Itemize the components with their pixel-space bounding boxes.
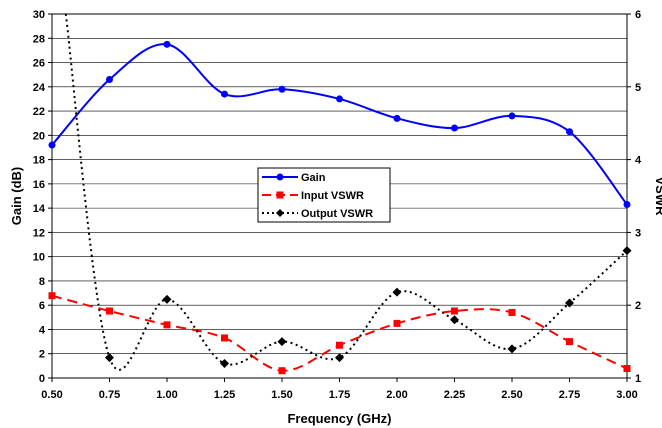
y-tick-label: 8 [39,276,45,288]
y-tick-label: 20 [33,130,45,142]
series-layer [48,13,632,375]
data-point-output-vswr [565,298,574,308]
y2-tick-label: 3 [635,227,641,239]
data-point-output-vswr [105,353,114,363]
data-point-output-vswr [277,337,287,347]
y-tick-label: 16 [33,179,45,191]
data-point-input-vswr [393,319,401,327]
x-tick-label: 1.25 [214,389,235,401]
data-point-output-vswr [507,344,517,354]
data-point-input-vswr [566,338,573,346]
y2-tick-label: 4 [635,155,642,167]
data-point-input-vswr [48,292,56,300]
x-tick-label: 3.00 [616,389,637,401]
y-tick-label: 28 [33,33,45,45]
series-line-gain [51,43,628,206]
y-tick-label: 14 [33,203,46,215]
legend-output-vswr-label: Output VSWR [301,208,373,220]
y-tick-label: 24 [33,82,46,94]
data-point-gain [336,95,343,103]
data-point-gain [163,40,171,48]
legend-output-vswr-marker [276,209,284,217]
data-point-gain [106,76,113,84]
data-point-input-vswr [163,321,171,329]
data-point-input-vswr [623,365,631,373]
gridlines [52,37,627,355]
y-tick-label: 0 [39,373,45,385]
x-tick-label: 1.50 [271,389,292,401]
data-point-output-vswr [220,358,229,368]
data-point-input-vswr [451,307,458,315]
y-tick-label: 30 [33,9,45,21]
data-point-output-vswr [622,246,632,256]
y-tick-label: 2 [39,349,45,361]
x-tick-label: 0.75 [99,389,120,401]
y-tick-label: 4 [39,324,46,336]
data-point-gain [48,141,56,149]
y-axis-title: Gain (dB) [9,167,24,226]
data-point-input-vswr [508,308,516,316]
legend-gain-label: Gain [301,172,326,184]
data-point-output-vswr [162,294,172,304]
data-point-gain [566,128,573,136]
y2-tick-label: 6 [635,9,641,21]
y-tick-label: 6 [39,300,45,312]
y-tick-label: 12 [33,227,45,239]
y2-tick-label: 2 [635,300,641,312]
data-point-gain [221,90,228,98]
data-point-input-vswr [336,341,343,349]
x-axis-title: Frequency (GHz) [287,411,391,426]
data-point-input-vswr [278,367,286,375]
legend-input-vswr-label: Input VSWR [301,190,364,202]
data-point-input-vswr [221,334,228,342]
x-tick-label: 2.25 [444,389,465,401]
y-tick-label: 22 [33,106,45,118]
data-point-gain [623,200,631,208]
x-tick-label: 2.75 [559,389,580,401]
data-point-gain [508,112,516,120]
x-tick-label: 2.00 [386,389,407,401]
data-point-output-vswr [335,353,344,363]
data-point-gain [451,124,458,132]
x-tick-label: 1.00 [156,389,177,401]
data-point-input-vswr [106,307,113,315]
y-tick-label: 10 [33,252,45,264]
y2-tick-label: 1 [635,373,641,385]
y-tick-label: 18 [33,155,45,167]
x-tick-label: 2.50 [501,389,522,401]
y-tick-label: 26 [33,58,45,70]
legend-gain-marker [276,173,284,181]
y2-tick-label: 5 [635,82,641,94]
legend: Gain Input VSWR Output VSWR [257,167,391,223]
data-point-gain [278,85,286,93]
x-tick-label: 0.50 [41,389,62,401]
y2-axis-title: VSWR [653,177,662,217]
x-tick-label: 1.75 [329,389,350,401]
data-point-gain [393,114,401,122]
legend-input-vswr-marker [276,191,284,199]
data-point-output-vswr [392,287,402,297]
data-point-output-vswr [450,315,459,325]
